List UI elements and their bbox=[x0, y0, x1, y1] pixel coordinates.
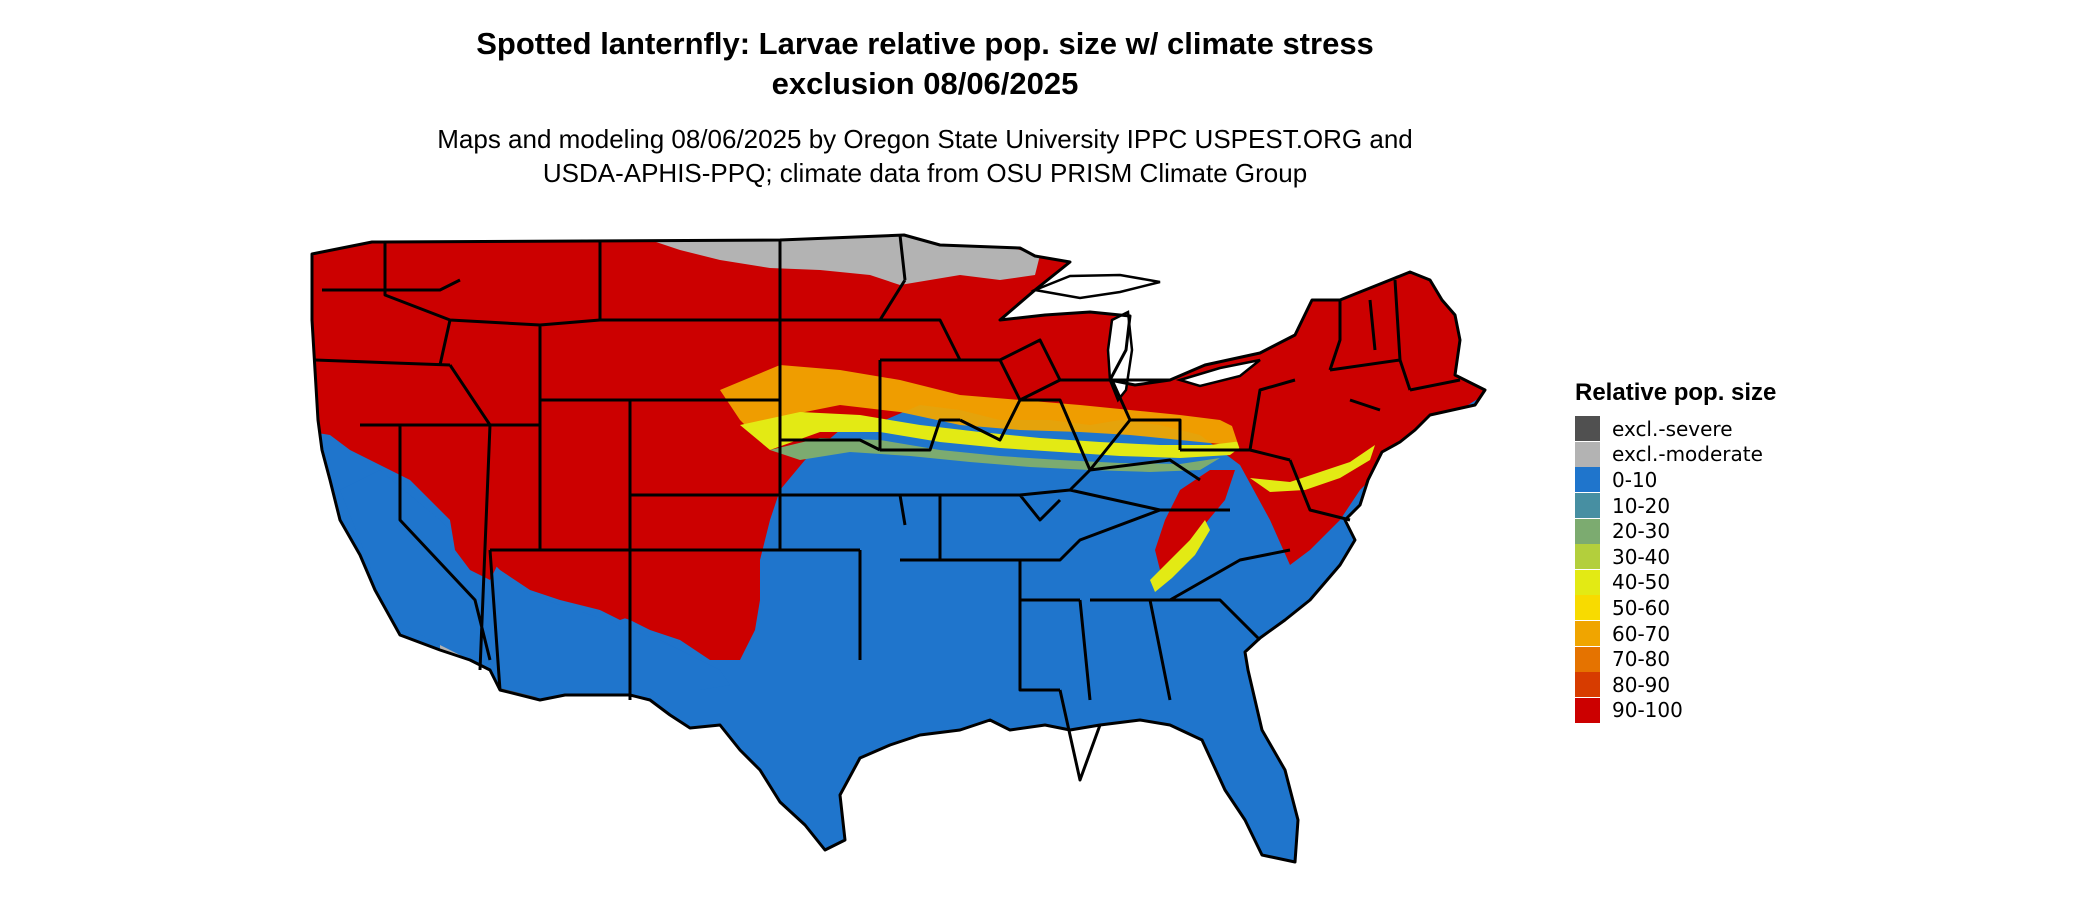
legend-label: 50-60 bbox=[1612, 595, 1671, 620]
region-40-50-band bbox=[740, 412, 1250, 458]
legend-label: 20-30 bbox=[1612, 519, 1671, 544]
legend-swatch bbox=[1575, 518, 1600, 544]
state-boundaries bbox=[310, 233, 1487, 864]
legend-swatch bbox=[1575, 441, 1600, 467]
region-50-70-band bbox=[720, 365, 1250, 445]
region-40-50-northeast bbox=[1250, 445, 1375, 492]
legend-item: 60-70 bbox=[1575, 621, 1776, 647]
legend-swatch bbox=[1575, 467, 1600, 493]
legend-item: 80-90 bbox=[1575, 672, 1776, 698]
map-subtitle: Maps and modeling 08/06/2025 by Oregon S… bbox=[0, 122, 1850, 190]
legend-item: 0-10 bbox=[1575, 467, 1776, 493]
region-90-100-northeast bbox=[1230, 330, 1480, 480]
legend-item: excl.-moderate bbox=[1575, 441, 1776, 468]
legend-label: 0-10 bbox=[1612, 467, 1658, 492]
legend-swatch bbox=[1575, 672, 1600, 698]
region-90-100-appalachian bbox=[1155, 470, 1235, 570]
legend-label: 70-80 bbox=[1612, 647, 1671, 672]
lake-erie bbox=[1175, 358, 1261, 388]
map-subtitle-line-2: USDA-APHIS-PPQ; climate data from OSU PR… bbox=[542, 158, 1308, 188]
legend-item: 50-60 bbox=[1575, 595, 1776, 621]
legend-swatch bbox=[1575, 595, 1600, 621]
legend-swatch bbox=[1575, 416, 1600, 442]
legend-swatch bbox=[1575, 569, 1600, 595]
legend-title: Relative pop. size bbox=[1575, 379, 1777, 406]
legend-swatch bbox=[1575, 544, 1600, 570]
legend-label: 10-20 bbox=[1612, 493, 1671, 518]
legend-item: 10-20 bbox=[1575, 493, 1776, 519]
map-subtitle-line-1: Maps and modeling 08/06/2025 by Oregon S… bbox=[437, 124, 1413, 154]
legend-item: 70-80 bbox=[1575, 646, 1776, 672]
legend-label: 60-70 bbox=[1612, 621, 1671, 646]
legend-label: 40-50 bbox=[1612, 570, 1671, 595]
legend-label: 90-100 bbox=[1612, 698, 1683, 723]
legend-swatch bbox=[1575, 493, 1600, 519]
region-20-30-band bbox=[770, 438, 1220, 472]
us-outline bbox=[310, 233, 1487, 864]
legend-label: excl.-moderate bbox=[1612, 442, 1763, 467]
region-40-50-appalachian bbox=[1150, 520, 1210, 592]
legend-swatch bbox=[1575, 697, 1600, 723]
boundary-lines bbox=[314, 234, 1461, 782]
legend-item: excl.-severe bbox=[1575, 416, 1776, 442]
legend-item: 40-50 bbox=[1575, 569, 1776, 596]
great-lakes bbox=[1030, 273, 1261, 403]
region-0-10-west bbox=[340, 470, 730, 698]
map-title-line-2: exclusion 08/06/2025 bbox=[771, 66, 1079, 101]
legend-item: 30-40 bbox=[1575, 544, 1776, 570]
legend-item: 90-100 bbox=[1575, 697, 1776, 724]
legend-swatch bbox=[1575, 621, 1600, 647]
map-title-line-1: Spotted lanternfly: Larvae relative pop.… bbox=[476, 26, 1374, 61]
legend-label: 30-40 bbox=[1612, 544, 1671, 569]
legend-label: excl.-severe bbox=[1612, 416, 1733, 441]
us-map bbox=[310, 233, 1487, 864]
legend-swatch bbox=[1575, 646, 1600, 672]
legend-label: 80-90 bbox=[1612, 672, 1671, 697]
legend: Relative pop. size excl.-severe excl.-mod… bbox=[1575, 378, 1776, 723]
lake-superior bbox=[1030, 273, 1161, 300]
legend-rows: excl.-severe excl.-moderate 0-10 10-20 20-30… bbox=[1575, 416, 1776, 723]
legend-item: 20-30 bbox=[1575, 518, 1776, 544]
map-title: Spotted lanternfly: Larvae relative pop.… bbox=[0, 24, 1850, 104]
